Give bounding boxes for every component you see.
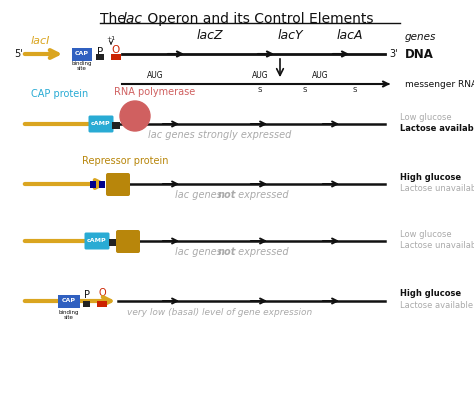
- Text: site: site: [64, 315, 74, 320]
- Text: genes: genes: [405, 32, 437, 42]
- Text: lac genes: lac genes: [175, 190, 225, 200]
- Bar: [72, 48, 92, 61]
- Text: The: The: [100, 12, 130, 26]
- Bar: [111, 54, 121, 60]
- Text: CAP: CAP: [75, 50, 89, 56]
- Text: expressed: expressed: [235, 190, 289, 200]
- Text: lacZ: lacZ: [197, 29, 223, 42]
- Bar: [99, 181, 105, 188]
- Text: S: S: [303, 87, 307, 93]
- Text: 5': 5': [14, 49, 23, 59]
- Text: Repressor protein: Repressor protein: [82, 156, 168, 166]
- Text: very low (basal) level of gene expression: very low (basal) level of gene expressio…: [128, 308, 313, 317]
- Text: binding: binding: [72, 61, 92, 66]
- Text: O: O: [98, 288, 106, 298]
- Text: not: not: [218, 247, 237, 257]
- Text: Low glucose: Low glucose: [400, 113, 452, 121]
- Text: DNA: DNA: [405, 48, 434, 61]
- Text: RNA polymerase: RNA polymerase: [114, 87, 196, 97]
- FancyBboxPatch shape: [116, 230, 140, 253]
- Text: lac genes strongly expressed: lac genes strongly expressed: [148, 130, 292, 140]
- Text: lac genes: lac genes: [175, 247, 225, 257]
- Bar: [96, 54, 104, 60]
- Text: lacI: lacI: [30, 36, 50, 46]
- Text: lacY: lacY: [277, 29, 303, 42]
- Bar: [90, 181, 96, 188]
- Text: not: not: [218, 190, 237, 200]
- Text: AUG: AUG: [252, 71, 268, 80]
- Text: High glucose: High glucose: [400, 173, 461, 182]
- Text: cAMP: cAMP: [91, 121, 111, 126]
- Text: Low glucose: Low glucose: [400, 229, 452, 238]
- Bar: [112, 122, 120, 129]
- Bar: [109, 239, 117, 246]
- Text: lacA: lacA: [337, 29, 363, 42]
- Text: Lactose unavailable: Lactose unavailable: [400, 240, 474, 249]
- Text: lac: lac: [123, 12, 143, 26]
- Text: Operon and its Control Elements: Operon and its Control Elements: [143, 12, 374, 26]
- Text: P: P: [84, 290, 90, 300]
- Text: cAMP: cAMP: [87, 238, 107, 242]
- Text: expressed: expressed: [235, 247, 289, 257]
- Text: CAP: CAP: [62, 297, 76, 303]
- Text: binding: binding: [59, 310, 79, 315]
- Text: P: P: [97, 47, 103, 57]
- Bar: [58, 295, 80, 308]
- Text: +1: +1: [107, 36, 116, 41]
- Text: Lactose available: Lactose available: [400, 301, 473, 310]
- Text: Lactose available: Lactose available: [400, 123, 474, 132]
- Text: Lactose unavailable: Lactose unavailable: [400, 184, 474, 193]
- FancyBboxPatch shape: [84, 232, 109, 249]
- Circle shape: [120, 101, 150, 131]
- Text: messenger RNA: messenger RNA: [405, 80, 474, 89]
- Bar: [97, 301, 107, 307]
- FancyBboxPatch shape: [106, 173, 130, 196]
- Text: S: S: [353, 87, 357, 93]
- Text: S: S: [258, 87, 262, 93]
- Text: site: site: [77, 66, 87, 71]
- Bar: [83, 301, 90, 307]
- Text: 3': 3': [389, 49, 398, 59]
- Text: CAP protein: CAP protein: [31, 89, 89, 99]
- Text: High glucose: High glucose: [400, 290, 461, 299]
- Text: AUG: AUG: [146, 71, 164, 80]
- Text: AUG: AUG: [312, 71, 328, 80]
- Text: O: O: [112, 45, 120, 55]
- FancyBboxPatch shape: [89, 115, 113, 132]
